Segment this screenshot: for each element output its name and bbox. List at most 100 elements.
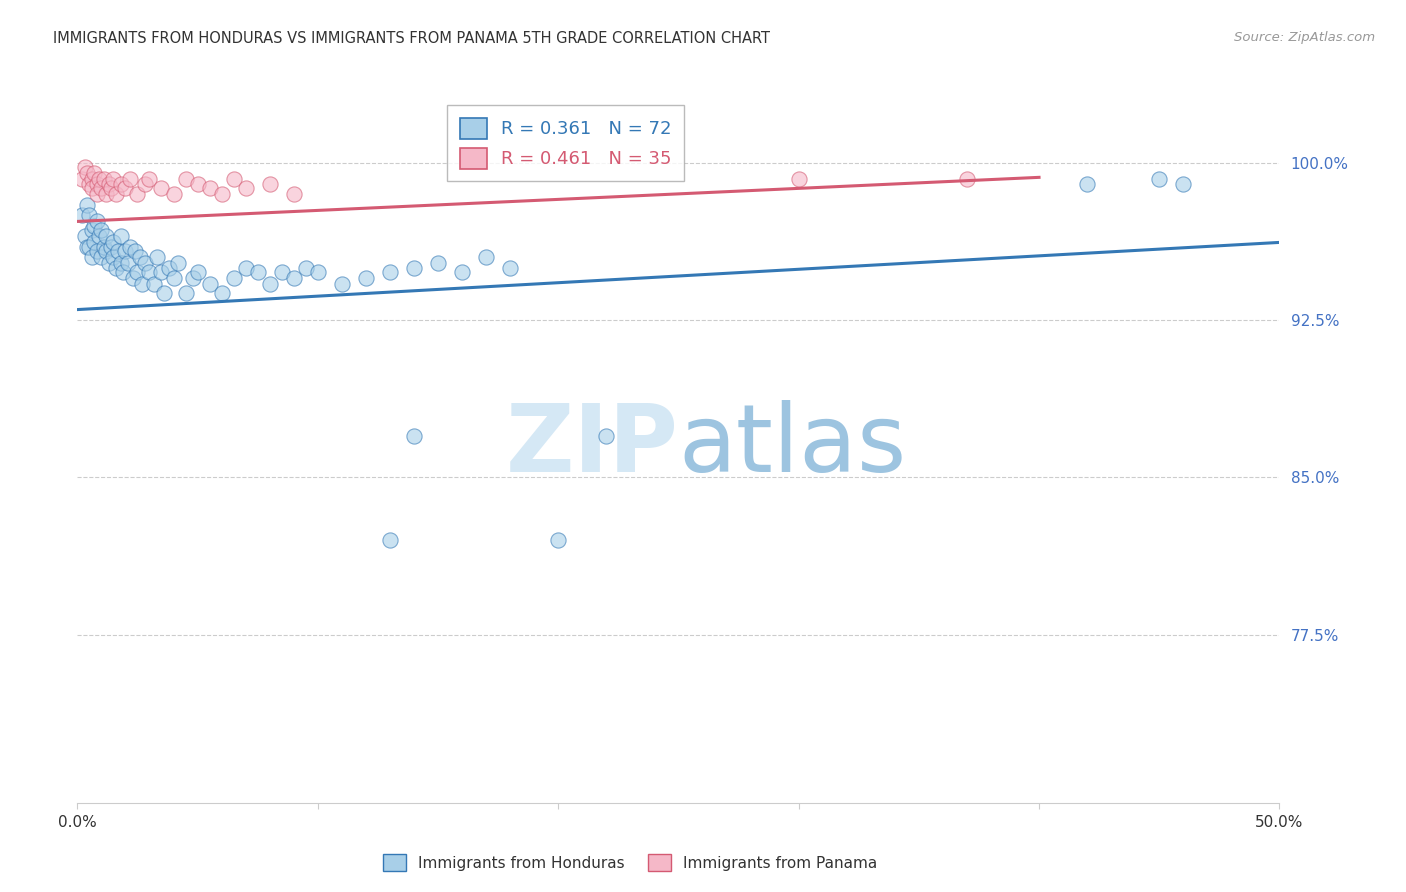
Point: [787, 172, 810, 186]
Point: [73, 160, 96, 174]
Point: [120, 239, 142, 253]
Point: [96, 229, 118, 244]
Point: [211, 187, 233, 202]
Point: [475, 250, 498, 264]
Point: [86, 244, 108, 258]
Point: [131, 277, 153, 292]
Point: [127, 265, 149, 279]
Point: [83, 219, 105, 233]
Text: atlas: atlas: [679, 400, 907, 492]
Point: [198, 277, 221, 292]
Text: IMMIGRANTS FROM HONDURAS VS IMMIGRANTS FROM PANAMA 5TH GRADE CORRELATION CHART: IMMIGRANTS FROM HONDURAS VS IMMIGRANTS F…: [53, 31, 770, 46]
Point: [87, 172, 110, 186]
Point: [259, 177, 281, 191]
Point: [80, 181, 103, 195]
Point: [187, 265, 209, 279]
Point: [956, 172, 979, 186]
Point: [100, 181, 122, 195]
Text: ZIP: ZIP: [506, 400, 679, 492]
Point: [96, 187, 118, 202]
Point: [104, 260, 127, 275]
Point: [427, 256, 450, 270]
Point: [294, 260, 316, 275]
Point: [97, 177, 120, 191]
Point: [117, 256, 139, 270]
Point: [222, 172, 245, 186]
Point: [402, 260, 425, 275]
Point: [270, 265, 292, 279]
Point: [103, 250, 125, 264]
Point: [90, 223, 112, 237]
Point: [259, 277, 281, 292]
Point: [127, 187, 149, 202]
Point: [174, 172, 197, 186]
Point: [114, 244, 136, 258]
Point: [162, 187, 184, 202]
Point: [124, 244, 146, 258]
Point: [110, 256, 132, 270]
Point: [1173, 177, 1195, 191]
Point: [547, 533, 569, 548]
Point: [97, 256, 120, 270]
Point: [110, 177, 132, 191]
Point: [104, 187, 127, 202]
Point: [134, 177, 156, 191]
Point: [499, 260, 522, 275]
Point: [103, 172, 125, 186]
Point: [111, 265, 134, 279]
Point: [80, 250, 103, 264]
Point: [79, 208, 101, 222]
Point: [121, 271, 143, 285]
Point: [138, 172, 160, 186]
Point: [76, 239, 98, 253]
Point: [235, 181, 257, 195]
Point: [86, 177, 108, 191]
Text: Source: ZipAtlas.com: Source: ZipAtlas.com: [1234, 31, 1375, 45]
Point: [76, 166, 98, 180]
Point: [79, 177, 101, 191]
Point: [76, 197, 98, 211]
Point: [145, 250, 167, 264]
Point: [93, 239, 115, 253]
Point: [73, 229, 96, 244]
Point: [150, 265, 173, 279]
Point: [283, 271, 305, 285]
Point: [187, 177, 209, 191]
Point: [354, 271, 377, 285]
Point: [167, 256, 190, 270]
Point: [70, 172, 93, 186]
Point: [114, 181, 136, 195]
Point: [83, 166, 105, 180]
Point: [79, 239, 101, 253]
Point: [110, 229, 132, 244]
Point: [96, 244, 118, 258]
Point: [174, 285, 197, 300]
Point: [87, 229, 110, 244]
Point: [222, 271, 245, 285]
Point: [283, 187, 305, 202]
Point: [378, 533, 401, 548]
Point: [103, 235, 125, 250]
Point: [86, 214, 108, 228]
Point: [80, 172, 103, 186]
Point: [80, 223, 103, 237]
Point: [153, 285, 176, 300]
Point: [451, 265, 474, 279]
Point: [162, 271, 184, 285]
Point: [157, 260, 180, 275]
Point: [246, 265, 269, 279]
Point: [595, 428, 617, 442]
Point: [90, 181, 112, 195]
Point: [330, 277, 353, 292]
Point: [181, 271, 204, 285]
Point: [86, 187, 108, 202]
Point: [83, 235, 105, 250]
Point: [100, 239, 122, 253]
Point: [150, 181, 173, 195]
Point: [307, 265, 329, 279]
Point: [143, 277, 166, 292]
Point: [402, 428, 425, 442]
Point: [107, 244, 129, 258]
Point: [93, 172, 115, 186]
Point: [1076, 177, 1098, 191]
